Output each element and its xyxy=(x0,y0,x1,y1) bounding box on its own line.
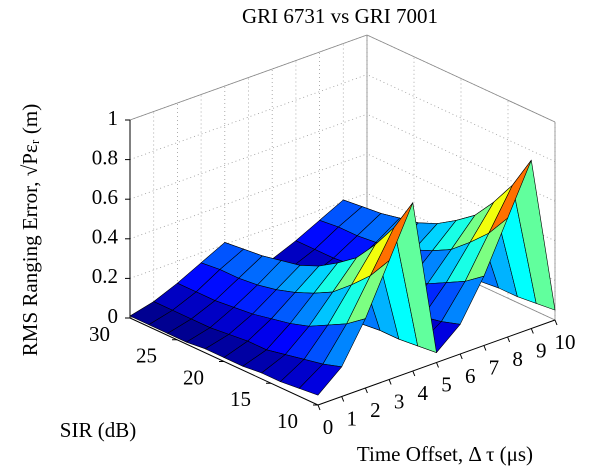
y-tick-label: 10 xyxy=(277,409,298,433)
chart-title: GRI 6731 vs GRI 7001 xyxy=(242,4,438,28)
z-tick-label: 1 xyxy=(108,106,119,130)
x-tick xyxy=(530,328,534,334)
x-tick xyxy=(317,404,321,411)
box-edge xyxy=(366,34,556,123)
x-tick xyxy=(483,345,487,351)
z-tick-label: 0.4 xyxy=(92,225,119,249)
x-tick xyxy=(436,362,439,368)
x-tick-label: 10 xyxy=(555,330,576,354)
x-tick xyxy=(364,387,368,394)
grid-line xyxy=(366,74,556,162)
x-tick-label: 1 xyxy=(346,406,357,430)
y-axis-label: SIR (dB) xyxy=(60,418,136,442)
z-tick-label: 0.2 xyxy=(92,264,118,288)
x-tick xyxy=(507,336,511,343)
grid-line xyxy=(366,153,556,242)
x-axis-label: Time Offset, Δ τ (μs) xyxy=(357,442,533,466)
x-tick xyxy=(554,319,558,326)
z-tick-label: 0 xyxy=(108,304,119,328)
y-tick-label: 15 xyxy=(230,387,251,411)
x-tick-label: 9 xyxy=(536,338,547,362)
x-tick-label: 6 xyxy=(465,364,476,388)
x-tick xyxy=(412,370,416,377)
surface-patch xyxy=(298,363,343,396)
x-tick-label: 8 xyxy=(512,347,523,371)
z-tick-label: 0.8 xyxy=(92,145,118,169)
x-tick-label: 7 xyxy=(489,355,500,379)
y-tick-label: 30 xyxy=(89,322,110,346)
x-tick-label: 4 xyxy=(418,381,429,405)
x-tick-label: 2 xyxy=(370,398,381,422)
grid-line xyxy=(366,193,556,281)
x-tick-label: 5 xyxy=(441,372,452,396)
y-tick-label: 25 xyxy=(136,344,157,368)
x-tick-label: 0 xyxy=(323,415,334,439)
z-tick-label: 0.6 xyxy=(92,185,118,209)
y-tick-label: 20 xyxy=(183,365,204,389)
x-tick xyxy=(341,396,345,402)
x-tick-label: 3 xyxy=(394,389,405,413)
z-axis-label: RMS Ranging Error, √Pεᵣ (m) xyxy=(18,104,42,356)
x-tick xyxy=(388,379,392,385)
x-tick xyxy=(459,353,463,360)
box-edge xyxy=(129,34,368,121)
grid-line xyxy=(366,113,556,202)
